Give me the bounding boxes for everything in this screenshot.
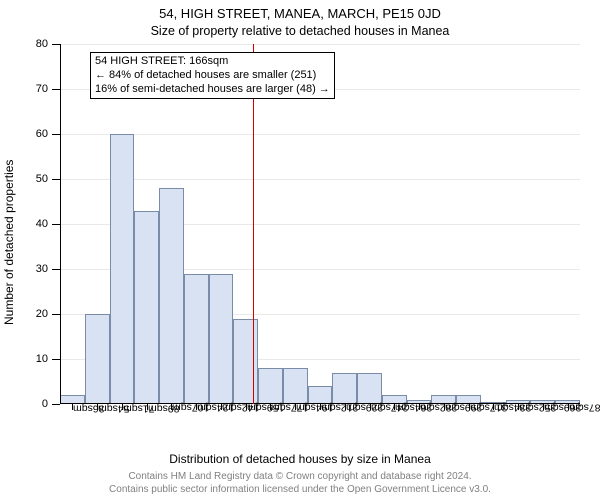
y-tick	[52, 314, 60, 315]
chart-subtitle: Size of property relative to detached ho…	[0, 24, 600, 38]
y-axis-label: Number of detached properties	[2, 70, 16, 235]
x-axis	[60, 403, 580, 404]
histogram-bar	[357, 373, 382, 405]
gridline	[60, 134, 580, 135]
plot-area: 0102030405060708036sqm54sqm71sqm89sqm107…	[60, 44, 580, 404]
y-tick-label: 40	[36, 218, 48, 230]
footer-text: Contains HM Land Registry data © Crown c…	[0, 471, 600, 496]
y-tick-label: 50	[36, 173, 48, 185]
histogram-bar	[110, 134, 135, 404]
histogram-bar	[159, 188, 184, 404]
y-tick	[52, 89, 60, 90]
y-tick-label: 80	[36, 38, 48, 50]
y-tick-label: 0	[42, 398, 48, 410]
footer-line-1: Contains HM Land Registry data © Crown c…	[0, 471, 600, 484]
annotation-line: 54 HIGH STREET: 166sqm	[95, 55, 330, 69]
y-tick	[52, 269, 60, 270]
annotation-box: 54 HIGH STREET: 166sqm← 84% of detached …	[90, 52, 335, 99]
histogram-bar	[134, 211, 159, 405]
y-tick-label: 30	[36, 263, 48, 275]
y-axis	[60, 44, 61, 404]
histogram-bar	[85, 314, 110, 404]
chart-title: 54, HIGH STREET, MANEA, MARCH, PE15 0JD	[0, 6, 600, 21]
y-tick	[52, 224, 60, 225]
histogram-bar	[258, 368, 283, 404]
chart-container: 54, HIGH STREET, MANEA, MARCH, PE15 0JD …	[0, 0, 600, 500]
gridline	[60, 179, 580, 180]
y-tick	[52, 134, 60, 135]
y-tick	[52, 359, 60, 360]
annotation-line: 16% of semi-detached houses are larger (…	[95, 83, 330, 97]
y-tick-label: 70	[36, 83, 48, 95]
histogram-bar	[209, 274, 234, 405]
histogram-bar	[184, 274, 209, 405]
histogram-bar	[332, 373, 357, 405]
y-tick	[52, 44, 60, 45]
gridline	[60, 44, 580, 45]
x-axis-label: Distribution of detached houses by size …	[0, 452, 600, 466]
y-tick	[52, 179, 60, 180]
footer-line-2: Contains public sector information licen…	[0, 484, 600, 497]
y-tick	[52, 404, 60, 405]
y-tick-label: 10	[36, 353, 48, 365]
histogram-bar	[283, 368, 308, 404]
annotation-line: ← 84% of detached houses are smaller (25…	[95, 69, 330, 83]
histogram-bar	[233, 319, 258, 405]
y-tick-label: 60	[36, 128, 48, 140]
y-tick-label: 20	[36, 308, 48, 320]
